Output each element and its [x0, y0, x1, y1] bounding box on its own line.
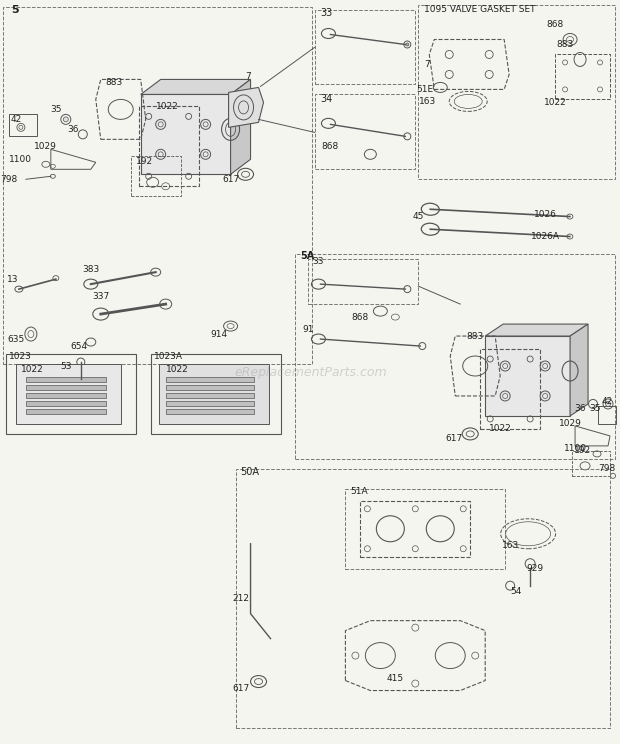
Text: 192: 192	[136, 157, 153, 166]
Polygon shape	[159, 364, 268, 424]
Text: 36: 36	[67, 125, 79, 134]
Text: 1029: 1029	[559, 420, 582, 429]
Bar	[151, 354, 280, 434]
Text: 1095 VALVE GASKET SET: 1095 VALVE GASKET SET	[425, 5, 536, 14]
Ellipse shape	[606, 402, 611, 406]
Text: 383: 383	[82, 265, 99, 274]
Polygon shape	[485, 336, 570, 416]
Text: 883: 883	[467, 332, 484, 341]
Bar	[572, 451, 610, 476]
Text: 1022: 1022	[166, 365, 188, 373]
Bar	[9, 115, 37, 136]
Text: 617: 617	[222, 175, 239, 184]
Text: 1023A: 1023A	[154, 351, 183, 361]
Text: 13: 13	[7, 275, 19, 283]
Text: 654: 654	[70, 341, 87, 350]
Bar	[166, 401, 254, 406]
Bar	[345, 489, 505, 568]
Text: 91: 91	[303, 324, 314, 333]
Bar	[418, 4, 615, 179]
Text: 1022: 1022	[544, 98, 567, 107]
Text: 5A: 5A	[301, 251, 315, 261]
Text: 1022: 1022	[156, 102, 179, 111]
Text: 33: 33	[321, 7, 333, 18]
Bar	[316, 94, 415, 170]
Text: 868: 868	[546, 20, 564, 29]
Text: 50A: 50A	[241, 466, 260, 477]
Text: 1022: 1022	[21, 365, 43, 373]
Bar	[598, 406, 616, 424]
Text: 617: 617	[232, 684, 249, 693]
Bar	[296, 254, 615, 459]
Bar	[3, 7, 312, 364]
Text: 34: 34	[321, 94, 333, 104]
Bar	[26, 377, 106, 382]
Text: 192: 192	[574, 446, 591, 455]
Bar	[316, 10, 415, 84]
Bar	[166, 377, 254, 382]
Polygon shape	[141, 94, 231, 174]
Text: 883: 883	[557, 40, 574, 49]
Ellipse shape	[63, 117, 68, 122]
Text: 53: 53	[60, 362, 71, 371]
Bar	[166, 393, 254, 398]
Text: 212: 212	[232, 594, 249, 603]
Text: 51A: 51A	[350, 487, 368, 496]
Text: 33: 33	[312, 257, 324, 266]
Text: 1100: 1100	[9, 155, 32, 164]
Text: 617: 617	[446, 434, 463, 443]
Text: 36: 36	[574, 405, 586, 414]
Ellipse shape	[406, 43, 409, 46]
Text: 1026: 1026	[534, 210, 557, 219]
Text: 1023: 1023	[9, 351, 32, 361]
Text: 5: 5	[11, 4, 19, 15]
Bar	[236, 469, 610, 728]
Text: 1029: 1029	[35, 142, 57, 151]
Polygon shape	[16, 364, 121, 424]
Text: 42: 42	[601, 397, 613, 406]
Bar	[26, 409, 106, 414]
Polygon shape	[570, 324, 588, 416]
Bar	[131, 156, 180, 196]
Text: 914: 914	[210, 330, 227, 339]
Text: 35: 35	[589, 405, 601, 414]
Text: 415: 415	[387, 674, 404, 683]
Text: 45: 45	[413, 212, 424, 221]
Bar	[309, 259, 418, 304]
Polygon shape	[229, 88, 264, 127]
Bar	[26, 401, 106, 406]
Text: 1022: 1022	[489, 424, 511, 434]
Bar	[166, 385, 254, 390]
Text: 337: 337	[92, 292, 109, 301]
Text: 51E: 51E	[417, 85, 434, 94]
Text: 54: 54	[510, 587, 522, 596]
Bar	[6, 354, 136, 434]
Polygon shape	[231, 80, 250, 174]
Text: 35: 35	[50, 105, 61, 114]
Text: 883: 883	[106, 78, 123, 87]
Polygon shape	[141, 80, 250, 94]
Text: 929: 929	[526, 564, 544, 573]
Text: eReplacementParts.com: eReplacementParts.com	[234, 365, 387, 379]
Text: 635: 635	[7, 335, 25, 344]
Text: 798: 798	[0, 175, 17, 184]
Text: 868: 868	[322, 142, 339, 151]
Text: 163: 163	[502, 541, 519, 551]
Text: 1026A: 1026A	[531, 231, 560, 241]
Text: 163: 163	[418, 97, 436, 106]
Polygon shape	[485, 324, 588, 336]
Bar	[26, 393, 106, 398]
Bar	[26, 385, 106, 390]
Bar	[166, 409, 254, 414]
Text: 7: 7	[425, 60, 430, 69]
Text: 42: 42	[11, 115, 22, 124]
Text: 798: 798	[598, 464, 616, 473]
Text: 1100: 1100	[564, 444, 587, 453]
Text: 7: 7	[246, 72, 252, 81]
Text: 868: 868	[352, 312, 369, 321]
